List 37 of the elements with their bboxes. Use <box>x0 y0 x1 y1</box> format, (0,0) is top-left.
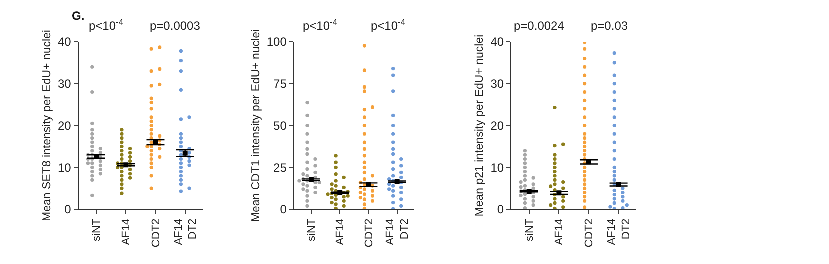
x-tick-label: AF14 DT2 <box>606 218 633 246</box>
y-tick-label: 0 <box>64 202 72 217</box>
x-tick-label: CDT2 <box>584 218 596 248</box>
text: p<10$^{-4}$ <box>89 17 124 34</box>
y-tick-label: 0 <box>280 202 288 217</box>
x-tick-label: AF14 <box>120 218 133 246</box>
y-axis-title: Mean CDT1 intensity per EdU+ nuclei <box>250 29 262 222</box>
text: p<10$^{-4}$ <box>371 17 406 34</box>
y-tick-label: 30 <box>490 77 504 92</box>
x-tick-label: CDT2 <box>363 218 376 248</box>
y-tick-label: 30 <box>58 77 72 92</box>
y-tick-label: 25 <box>274 160 288 175</box>
x-tick-label: AF14 <box>554 218 566 246</box>
y-tick-label: 40 <box>490 35 504 50</box>
y-tick-label: 20 <box>58 118 72 133</box>
y-axis-title: Mean SET8 intensity per EdU+ nuclei <box>41 30 54 222</box>
x-tick-label: AF14 <box>334 218 347 246</box>
chart-title: G. <box>72 9 85 23</box>
x-tick-label: siNT <box>91 218 104 242</box>
y-tick-label: 10 <box>58 160 72 175</box>
x-tick-label: AF14 DT2 <box>172 218 200 246</box>
y-tick-label: 75 <box>274 77 288 92</box>
x-tick-label: AF14 DT2 <box>384 218 412 246</box>
y-tick-label: 50 <box>274 118 288 133</box>
text: p=0.0003 <box>150 19 201 33</box>
y-tick-label: 40 <box>58 35 72 50</box>
text: p=0.0024 <box>514 19 565 33</box>
y-tick-label: 100 <box>266 35 288 50</box>
y-tick-label: 20 <box>490 118 504 133</box>
x-tick-label: siNT <box>524 218 536 242</box>
y-axis-title: Mean p21 intensity per EdU+ nuclei <box>474 34 486 217</box>
text: p<10$^{-4}$ <box>303 17 338 34</box>
y-tick-label: 0 <box>497 202 504 217</box>
text: p=0.03 <box>591 19 628 33</box>
x-tick-label: CDT2 <box>150 218 162 248</box>
x-tick-label: siNT <box>306 218 318 242</box>
y-tick-label: 10 <box>490 160 504 175</box>
